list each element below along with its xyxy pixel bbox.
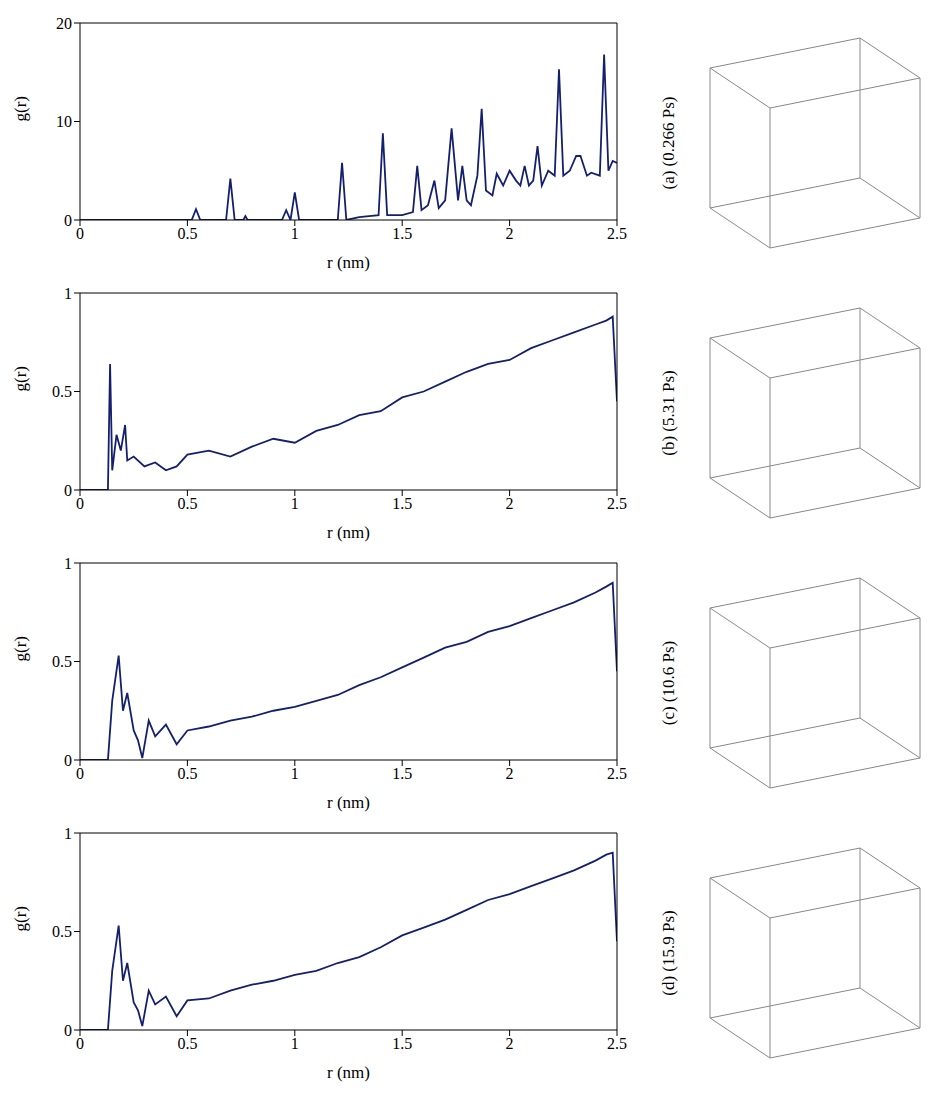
svg-text:1: 1 <box>64 285 72 302</box>
svg-text:2.5: 2.5 <box>607 765 627 782</box>
svg-text:1: 1 <box>291 1035 299 1052</box>
svg-text:r (nm): r (nm) <box>327 793 370 812</box>
svg-text:1: 1 <box>291 225 299 242</box>
svg-text:g(r): g(r) <box>11 906 30 931</box>
svg-text:0.5: 0.5 <box>52 383 72 400</box>
svg-text:(b) (5.31 Ps): (b) (5.31 Ps) <box>659 370 678 455</box>
svg-text:2.5: 2.5 <box>607 495 627 512</box>
svg-text:0.5: 0.5 <box>177 495 197 512</box>
svg-text:g(r): g(r) <box>11 636 30 661</box>
svg-text:1: 1 <box>291 765 299 782</box>
svg-text:1: 1 <box>64 555 72 572</box>
svg-text:0: 0 <box>64 482 72 499</box>
svg-text:1.5: 1.5 <box>392 225 412 242</box>
svg-text:0.5: 0.5 <box>177 225 197 242</box>
svg-text:0: 0 <box>76 495 84 512</box>
svg-text:r (nm): r (nm) <box>327 1063 370 1082</box>
svg-text:g(r): g(r) <box>11 96 30 121</box>
svg-text:2: 2 <box>506 765 514 782</box>
svg-text:0: 0 <box>76 765 84 782</box>
svg-text:0: 0 <box>76 225 84 242</box>
svg-text:2: 2 <box>506 1035 514 1052</box>
svg-text:10: 10 <box>56 113 72 130</box>
svg-text:1: 1 <box>64 825 72 842</box>
svg-text:1.5: 1.5 <box>392 765 412 782</box>
svg-text:2.5: 2.5 <box>607 225 627 242</box>
svg-text:0.5: 0.5 <box>52 923 72 940</box>
svg-text:r (nm): r (nm) <box>327 253 370 272</box>
svg-text:1.5: 1.5 <box>392 495 412 512</box>
svg-text:0: 0 <box>64 212 72 229</box>
svg-text:0: 0 <box>64 1022 72 1039</box>
svg-text:0.5: 0.5 <box>177 765 197 782</box>
svg-text:0: 0 <box>64 752 72 769</box>
svg-text:0.5: 0.5 <box>177 1035 197 1052</box>
svg-text:1: 1 <box>291 495 299 512</box>
svg-text:2.5: 2.5 <box>607 1035 627 1052</box>
svg-text:2: 2 <box>506 225 514 242</box>
svg-text:2: 2 <box>506 495 514 512</box>
svg-text:20: 20 <box>56 15 72 32</box>
svg-text:(d) (15.9 Ps): (d) (15.9 Ps) <box>659 910 678 995</box>
svg-text:(a) (0.266 Ps): (a) (0.266 Ps) <box>659 96 678 189</box>
svg-text:0.5: 0.5 <box>52 653 72 670</box>
svg-text:1.5: 1.5 <box>392 1035 412 1052</box>
svg-text:r (nm): r (nm) <box>327 523 370 542</box>
svg-text:(c) (10.6 Ps): (c) (10.6 Ps) <box>659 641 678 726</box>
svg-text:g(r): g(r) <box>11 366 30 391</box>
svg-text:0: 0 <box>76 1035 84 1052</box>
